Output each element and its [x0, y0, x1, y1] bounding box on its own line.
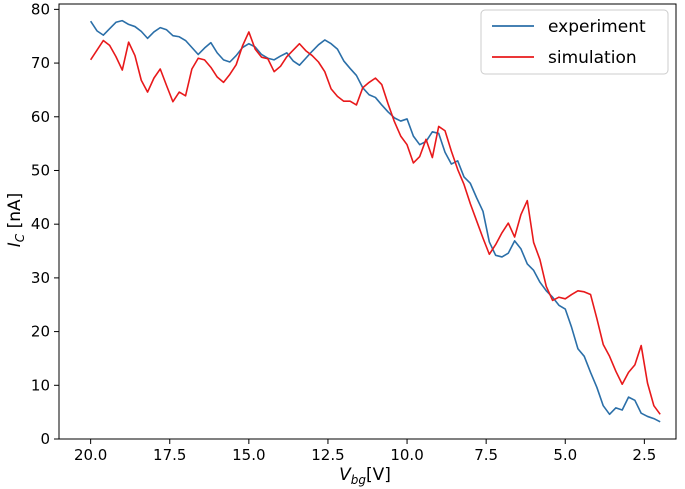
x-tick-label: 7.5	[474, 446, 498, 464]
series-line-experiment	[89, 19, 661, 423]
x-tick-label: 5.0	[553, 446, 577, 464]
legend: experiment simulation	[480, 9, 669, 75]
legend-label-experiment: experiment	[548, 17, 646, 37]
y-tick-label: 50	[31, 161, 50, 179]
x-tick-label: 15.0	[232, 446, 265, 464]
y-axis-label: IC [nA]	[5, 193, 27, 247]
y-tick-label: 80	[31, 0, 50, 18]
plot-area	[59, 4, 676, 439]
x-axis-label: Vbg[V]	[339, 465, 391, 487]
y-tick-label: 40	[31, 215, 50, 233]
y-tick-label: 0	[40, 430, 50, 448]
x-tick-label: 12.5	[311, 446, 344, 464]
x-tick-label: 17.5	[153, 446, 186, 464]
y-tick-label: 20	[31, 323, 50, 341]
y-tick-label: 30	[31, 269, 50, 287]
x-tick-label: 10.0	[390, 446, 423, 464]
y-tick-label: 70	[31, 54, 50, 72]
x-tick-label: 20.0	[74, 446, 107, 464]
y-tick-label: 10	[31, 376, 50, 394]
x-axis: 20.0 17.5 15.0 12.5 10.0 7.5 5.0 2.5	[74, 439, 656, 464]
x-tick-label: 2.5	[632, 446, 656, 464]
legend-label-simulation: simulation	[548, 48, 637, 68]
y-axis: 0 10 20 30 40 50 60 70 80	[31, 0, 59, 448]
series-line-simulation	[89, 31, 661, 415]
y-tick-label: 60	[31, 108, 50, 126]
series-layer	[89, 19, 661, 423]
plot-frame	[58, 3, 677, 440]
